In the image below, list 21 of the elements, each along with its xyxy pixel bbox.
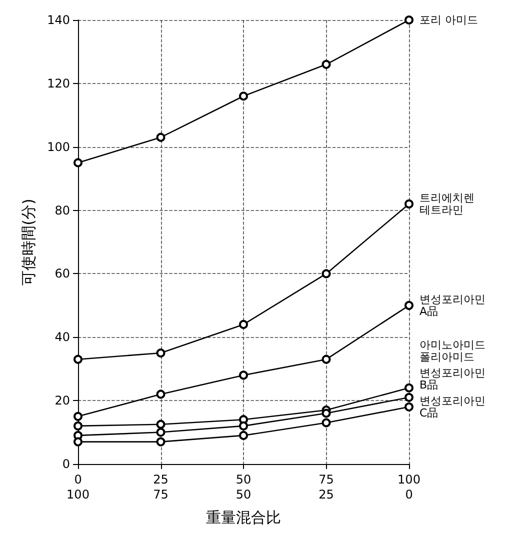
y-tick-label: 100 [47, 140, 70, 154]
series-label: 변성포리아민 A品 [420, 292, 486, 318]
y-tick-label: 60 [54, 266, 70, 281]
y-tick-label: 140 [47, 13, 70, 27]
series-label: 변성포리아민 C品 [420, 394, 486, 420]
y-axis-title: 可使時間(分) [20, 198, 38, 286]
x-tick-label: 50 50 [236, 472, 252, 502]
series-label: 포리 아미드 [420, 14, 478, 26]
series-label: 변성포리아민 B品 [420, 366, 486, 392]
x-tick-label: 100 0 [398, 472, 420, 502]
x-tick-label: 75 25 [318, 472, 334, 502]
x-tick-label: 25 75 [153, 472, 168, 502]
text: 아미노아미드 폴리아미드 [420, 338, 486, 364]
y-tick-label: 120 [47, 76, 70, 90]
y-tick-label: 80 [54, 203, 70, 218]
x-tick-label: 0 100 [66, 472, 90, 502]
x-axis-title: 重量混合比 [206, 508, 281, 526]
y-tick-label: 0 [62, 457, 70, 471]
y-tick-label: 40 [54, 330, 70, 344]
y-tick-label: 20 [54, 394, 70, 408]
series-label: 트리에치렌 테트라민 [420, 191, 474, 216]
